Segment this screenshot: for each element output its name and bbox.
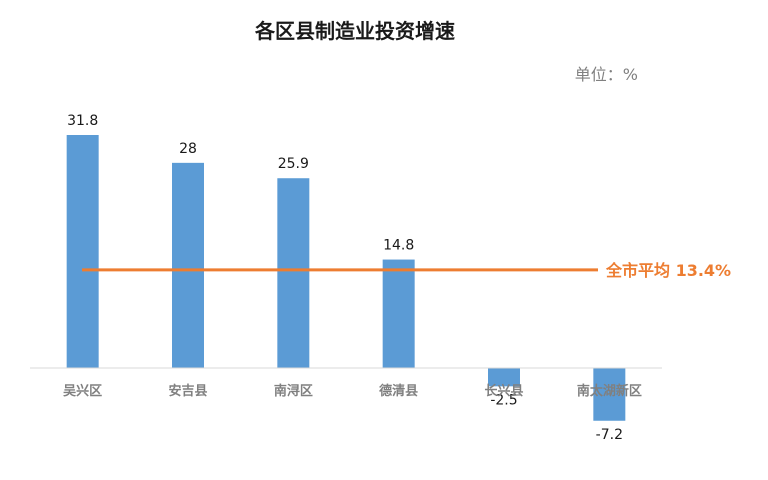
average-reference-label: 全市平均 13.4% bbox=[605, 261, 731, 280]
bar bbox=[593, 368, 626, 421]
bar bbox=[488, 368, 520, 387]
bar bbox=[172, 162, 204, 368]
data-label: 31.8 bbox=[67, 113, 98, 129]
data-label: 14.8 bbox=[383, 238, 414, 254]
category-label: 德清县 bbox=[379, 383, 418, 399]
data-label: 25.9 bbox=[278, 156, 309, 172]
unit-label: 单位：% bbox=[575, 65, 638, 84]
data-label: -2.5 bbox=[490, 392, 517, 408]
category-label: 长兴县 bbox=[484, 383, 523, 399]
data-label: 28 bbox=[179, 141, 197, 157]
bar bbox=[277, 178, 310, 368]
bar bbox=[66, 135, 99, 368]
chart-title: 各区县制造业投资增速 bbox=[254, 19, 455, 43]
category-label: 吴兴区 bbox=[63, 383, 102, 399]
category-label: 南浔区 bbox=[274, 383, 313, 399]
category-label: 南太湖新区 bbox=[577, 383, 642, 399]
bars-group bbox=[66, 135, 626, 421]
bar bbox=[382, 259, 415, 368]
data-label: -7.2 bbox=[596, 427, 623, 443]
category-label: 安吉县 bbox=[168, 383, 207, 399]
